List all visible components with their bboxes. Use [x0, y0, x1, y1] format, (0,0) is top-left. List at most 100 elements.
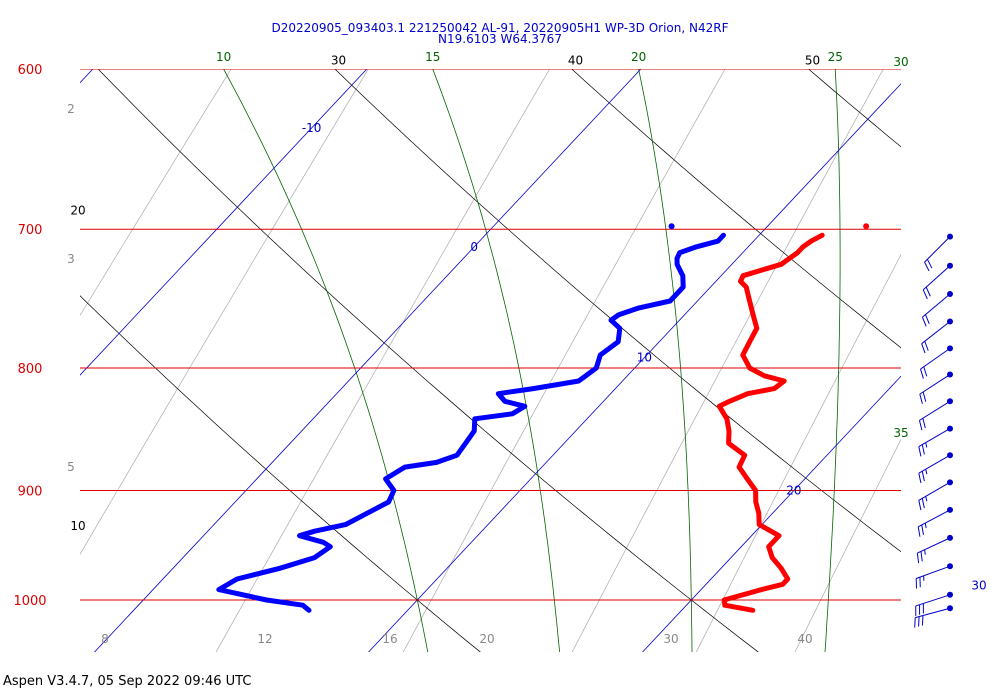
wind-barb-staff [918, 454, 951, 474]
moist-adiabat-line [638, 69, 693, 652]
isotherm-line [94, 69, 642, 652]
footer-version: Aspen V3.4.7, 05 Sep 2022 09:46 UTC [3, 674, 252, 689]
temperature-top-marker [863, 223, 870, 230]
wind-barb-flag [921, 316, 927, 327]
mixing-ratio-label: 8 [101, 632, 109, 646]
wind-barb-flag [921, 615, 924, 626]
wind-barb-half-flag [925, 469, 928, 475]
wind-barb-flag [918, 500, 922, 511]
wind-barb-flag [919, 393, 923, 404]
wind-barbs [914, 233, 953, 628]
mixing-ratio-line [794, 438, 901, 652]
pressure-label: 700 [18, 223, 43, 238]
dry-adiabat-line [80, 295, 481, 652]
wind-barb-staff [917, 537, 951, 554]
moist-adiabat-label: 15 [425, 50, 440, 64]
wind-barb-flag [921, 471, 925, 482]
mixing-ratio-label: 16 [382, 632, 397, 646]
wind-barb-flag [921, 343, 926, 354]
moist-adiabat-line [223, 69, 429, 652]
wind-barb-staff [918, 428, 951, 448]
wind-barb-half-flag [924, 549, 926, 555]
dry-adiabat-label: 20 [70, 203, 85, 217]
moist-adiabat-label: 20 [631, 50, 646, 64]
mixing-ratio-label: 40 [797, 632, 812, 646]
mixing-ratio-label: 12 [257, 632, 272, 646]
dry-adiabat-line [807, 69, 901, 148]
mixing-ratio-label: 5 [67, 460, 75, 474]
dewpoint-top-marker [668, 223, 675, 230]
wind-barb-flag [921, 524, 924, 535]
isotherm-label: 0 [470, 240, 478, 254]
wind-barb-flag [924, 341, 929, 351]
wind-barb-staff [919, 400, 951, 421]
isotherm-line [872, 0, 1000, 699]
wind-barb-flag [918, 446, 922, 457]
mixing-ratio-line [80, 69, 369, 556]
isotherm-line [642, 375, 901, 652]
wind-barb-flag [920, 368, 924, 379]
wind-barb-flag [917, 526, 921, 537]
chart-title: D20220905_093403.1 221250042 AL-91, 2022… [271, 21, 729, 35]
moist-adiabat-label: 25 [828, 50, 843, 64]
moist-adiabat-label: 10 [216, 50, 231, 64]
wind-barb-flag [918, 420, 923, 431]
isotherm-label: 10 [637, 351, 652, 365]
wind-barb-flag [922, 391, 927, 402]
wind-barb-flag [920, 551, 923, 562]
dry-adiabat-label: 10 [70, 519, 85, 533]
moist-adiabat-line [824, 69, 841, 652]
pressure-label: 600 [18, 63, 43, 78]
dry-adiabat-label: 40 [568, 53, 583, 67]
dewpoint-profile-line [216, 232, 726, 613]
mixing-ratio-line [571, 69, 884, 652]
dry-adiabat-label: 30 [331, 53, 346, 67]
wind-barb-flag [916, 553, 920, 564]
wind-barb-flag [925, 314, 930, 325]
wind-barb-flag [922, 418, 926, 429]
wind-barb-half-flag [925, 496, 928, 502]
wind-barb-staff [921, 321, 951, 345]
dry-adiabat-line [334, 69, 901, 553]
wind-barb-flag [918, 616, 920, 627]
wind-barb-flag [923, 366, 928, 377]
wind-barb-staff [917, 509, 951, 528]
pressure-label: 1000 [13, 594, 46, 609]
wind-barb-flag [925, 286, 931, 297]
mixing-ratio-line [80, 69, 232, 317]
wind-barb-staff [922, 265, 951, 291]
isotherm-line [80, 69, 368, 376]
wind-barb-flag [921, 498, 925, 509]
wind-barb-staff [915, 594, 951, 607]
wind-barb-half-flag [925, 442, 928, 448]
mixing-ratio-label: 20 [479, 632, 494, 646]
chart-subtitle: N19.6103 W64.3767 [438, 32, 562, 46]
moist-adiabat-line [432, 69, 561, 652]
dry-adiabat-label: 50 [805, 53, 820, 67]
wind-barb-staff [918, 481, 951, 501]
wind-barb-flag [921, 444, 925, 455]
mixing-ratio-line [695, 253, 901, 652]
wind-barb-half-flag [924, 522, 927, 529]
wind-barb-staff [916, 565, 951, 579]
wind-barb-flag [914, 617, 916, 628]
moist-adiabat-label: 30 [893, 55, 908, 69]
wind-barb-staff [922, 293, 951, 318]
temperature-profile-line [716, 232, 825, 613]
wind-barb-flag [926, 259, 933, 269]
mixing-ratio-label: 30 [663, 632, 678, 646]
wind-barb-flag [918, 473, 922, 484]
pressure-label: 800 [18, 362, 43, 377]
chart-profiles [216, 223, 870, 613]
mixing-ratio-label: 2 [67, 102, 75, 116]
wind-barb-flag [922, 289, 928, 300]
wind-barb-flag [924, 261, 930, 272]
wind-barb-staff [924, 236, 951, 263]
wind-barb-staff [915, 607, 951, 619]
isotherm-label: -10 [302, 121, 322, 135]
wind-barb-staff [919, 374, 951, 395]
moist-adiabat-label: 35 [893, 426, 908, 440]
mixing-ratio-line [215, 69, 551, 652]
